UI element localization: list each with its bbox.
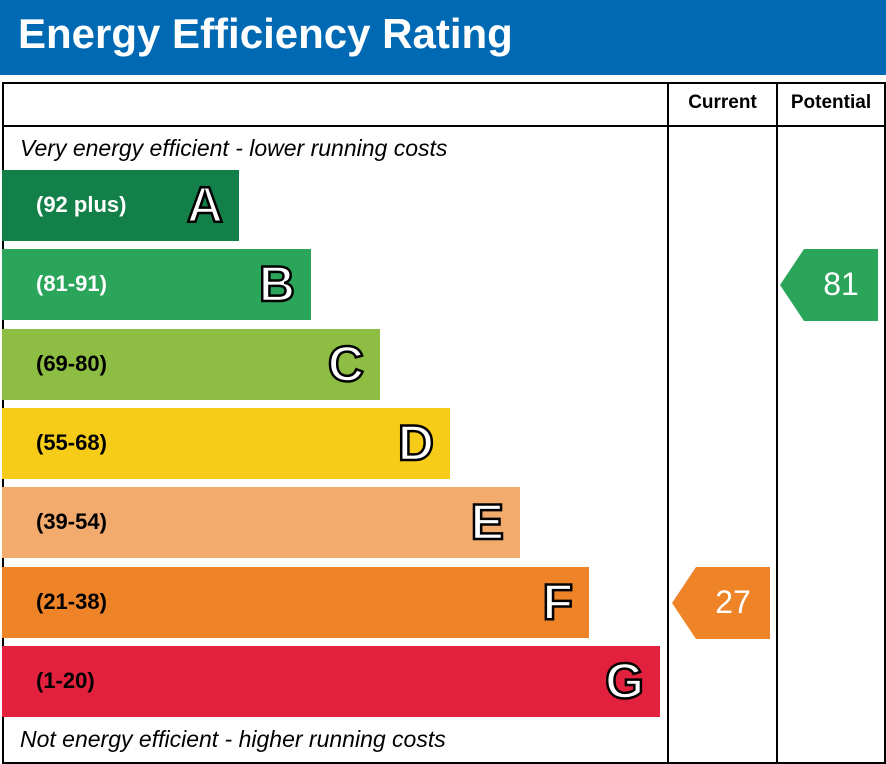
- current-rating-arrow: 27: [672, 566, 770, 639]
- column-header-current: Current: [688, 92, 757, 113]
- band-range-label: (39-54): [36, 509, 107, 535]
- header-bar: Energy Efficiency Rating: [0, 0, 886, 75]
- potential-rating-value: 81: [823, 266, 859, 303]
- band-bar-d: (55-68) D: [2, 407, 450, 479]
- band-range-label: (92 plus): [36, 192, 127, 217]
- note-top: Very energy efficient - lower running co…: [20, 135, 448, 161]
- divider: [2, 125, 884, 127]
- band-letter: F: [541, 572, 574, 631]
- band-letter: B: [258, 255, 297, 314]
- band-range-label: (69-80): [36, 350, 107, 376]
- band-bar-c: (69-80) C: [2, 328, 380, 400]
- band-bar-a: (92 plus) A: [2, 170, 239, 241]
- band-range-label: (55-68): [36, 429, 107, 455]
- divider: [776, 82, 778, 762]
- band-letter: C: [327, 334, 366, 393]
- band-letter: D: [397, 414, 436, 473]
- current-rating-value: 27: [715, 583, 751, 620]
- divider: [667, 82, 669, 762]
- band-bar-e: (39-54) E: [2, 487, 520, 559]
- band-bar-b: (81-91) B: [2, 249, 311, 321]
- band-range-label: (81-91): [36, 271, 107, 297]
- note-bottom: Not energy efficient - higher running co…: [20, 726, 446, 752]
- band-letter: A: [186, 176, 225, 235]
- band-letter: E: [469, 493, 505, 552]
- band-range-label: (1-20): [36, 667, 95, 693]
- band-letter: G: [604, 652, 645, 711]
- band-bar-g: (1-20) G: [2, 645, 660, 717]
- band-bar-f: (21-38) F: [2, 566, 589, 638]
- potential-rating-arrow: 81: [780, 249, 878, 322]
- column-header-potential: Potential: [790, 92, 872, 113]
- chart-title: Energy Efficiency Rating: [18, 10, 513, 57]
- band-range-label: (21-38): [36, 588, 107, 614]
